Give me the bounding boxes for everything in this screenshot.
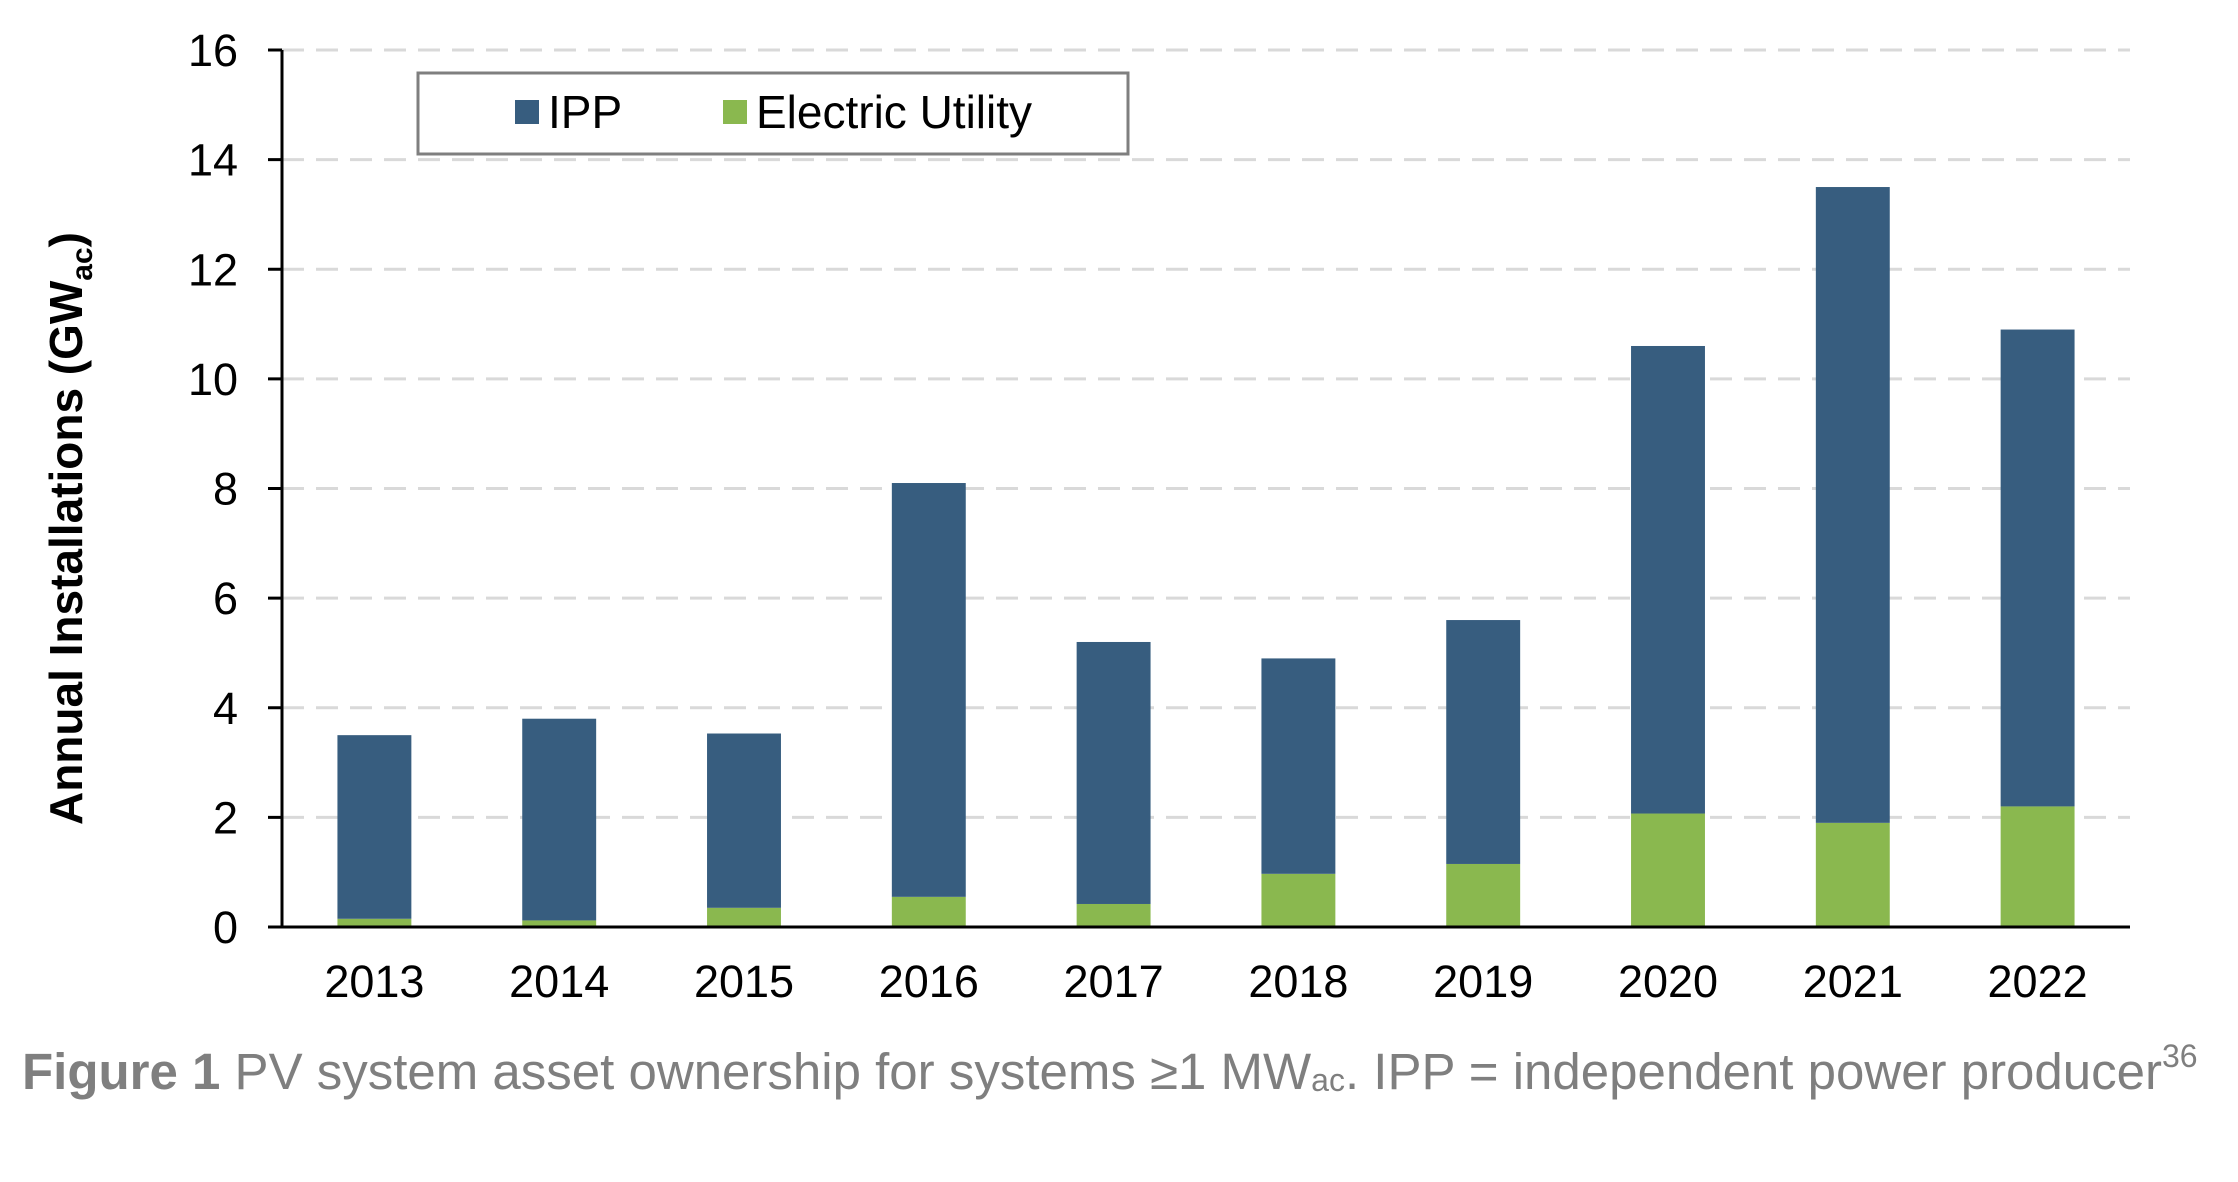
tick-labels: 0 2 4 6 8 10 12 14 16 2013 2014 2015 2016 2017 2018 201…: [188, 25, 2088, 1007]
bar-electric-utility-2014: [522, 920, 597, 927]
caption-subscript: ac: [1311, 1062, 1345, 1098]
legend-label: Electric Utility: [756, 86, 1032, 138]
y-tick-label: 2: [213, 792, 238, 843]
x-tick-label: 2017: [1064, 956, 1164, 1007]
y-tick-label: 14: [188, 135, 238, 186]
y-tick-label: 10: [188, 354, 238, 405]
x-tick-label: 2013: [324, 956, 424, 1007]
bar-ipp-2013: [337, 735, 412, 919]
y-tick-label: 4: [213, 683, 238, 734]
y-tick-label: 16: [188, 25, 238, 76]
bar-ipp-2017: [1076, 641, 1151, 904]
y-tick-label: 6: [213, 573, 238, 624]
bar-ipp-2015: [707, 733, 781, 908]
caption-text: PV system asset ownership for systems ≥1…: [234, 1043, 1312, 1100]
bar-ipp-2019: [1446, 620, 1521, 864]
bar-ipp-2022: [2000, 329, 2075, 807]
bar-electric-utility-2015: [707, 907, 781, 927]
bar-electric-utility-2021: [1815, 822, 1890, 927]
bar-electric-utility-2022: [2000, 806, 2075, 927]
x-tick-label: 2018: [1248, 956, 1348, 1007]
caption-text-2: . IPP = independent power producer: [1344, 1043, 2162, 1100]
chart: 0 2 4 6 8 10 12 14 16 2013 2014 2015 2016 2017 2018 201…: [40, 25, 2130, 1007]
x-tick-label: 2014: [509, 956, 609, 1007]
bar-electric-utility-2018: [1261, 873, 1336, 927]
caption-footnote: 36: [2162, 1038, 2198, 1074]
y-tick-label: 12: [188, 244, 238, 295]
legend-swatch-electric-utility: [723, 100, 747, 124]
bar-ipp-2021: [1815, 187, 1890, 823]
bar-ipp-2016: [891, 483, 966, 897]
bar-electric-utility-2017: [1076, 903, 1151, 927]
figure-label: Figure 1: [22, 1043, 221, 1100]
bar-ipp-2018: [1261, 658, 1336, 874]
axes: [268, 48, 2130, 929]
bar-electric-utility-2019: [1446, 863, 1521, 927]
x-tick-label: 2016: [879, 956, 979, 1007]
x-tick-label: 2015: [694, 956, 794, 1007]
figure-caption: Figure 1 PV system asset ownership for s…: [22, 1040, 2222, 1104]
bar-electric-utility-2016: [891, 896, 966, 927]
bars: [337, 187, 2075, 927]
chart-svg: 0 2 4 6 8 10 12 14 16 2013 2014 2015 2016 2017 2018 201…: [40, 25, 2130, 1007]
x-tick-label: 2020: [1618, 956, 1718, 1007]
x-tick-label: 2021: [1803, 956, 1903, 1007]
x-tick-label: 2022: [1988, 956, 2088, 1007]
legend-swatch-ipp: [515, 100, 539, 124]
y-axis-title: Annual Installations (GWac): [40, 232, 99, 825]
y-tick-label: 8: [213, 464, 238, 515]
x-tick-label: 2019: [1433, 956, 1533, 1007]
gridlines: [282, 48, 2130, 819]
legend: IPP Electric Utility: [416, 71, 1130, 156]
y-tick-label: 0: [213, 902, 238, 953]
bar-electric-utility-2020: [1631, 813, 1705, 927]
y-axis-label: Annual Installations (GWac): [40, 232, 99, 825]
legend-label: IPP: [548, 86, 622, 138]
bar-electric-utility-2013: [337, 918, 412, 927]
bar-ipp-2020: [1631, 345, 1705, 814]
bar-ipp-2014: [522, 718, 597, 921]
